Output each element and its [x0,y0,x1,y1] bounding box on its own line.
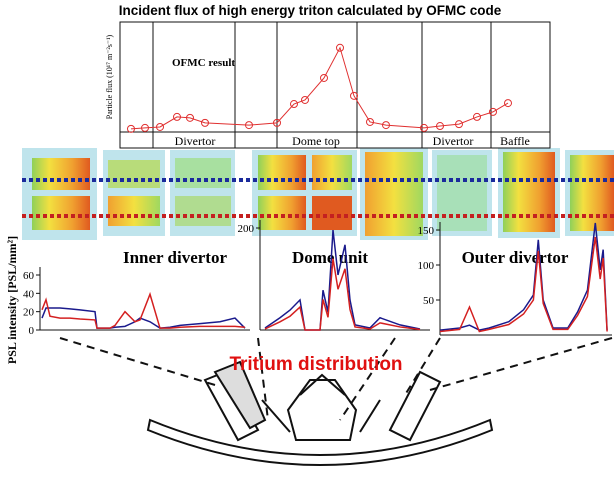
chart-title: Incident flux of high energy triton calc… [119,3,502,18]
y-tick-label: 60 [23,270,35,282]
y-tick-label: 20 [23,307,35,319]
figure: Divertor Dome top Divertor Baffle Incident f… [0,0,614,487]
y-tick-label: 200 [238,223,255,235]
data-line [265,230,420,330]
tokamak-section [148,362,492,465]
caption: Tritium distribution [229,354,402,375]
plot-frame [120,22,550,132]
region-label: Divertor [433,134,474,148]
annotation: OFMC result [172,57,235,69]
y-tick-label: 50 [423,295,435,307]
section-label: Outer divertor [462,248,569,267]
data-line [265,259,420,330]
y-axis-label: Particle flux (10¹⁷ m⁻²s⁻¹) [105,34,114,119]
y-tick-label: 100 [418,260,435,272]
tile-photos [22,148,614,240]
region-label: Dome top [292,134,340,148]
region-label: Divertor [175,134,216,148]
y-tick-label: 150 [418,225,435,237]
section-label: Inner divertor [123,248,227,267]
region-label: Baffle [500,134,530,148]
section-label: Dome unit [292,248,368,267]
data-line [42,294,245,328]
y-tick-label: 0 [29,325,35,337]
y-axis-label: PSL intensity [PSL/mm²] [5,236,19,364]
y-tick-label: 40 [23,288,35,300]
